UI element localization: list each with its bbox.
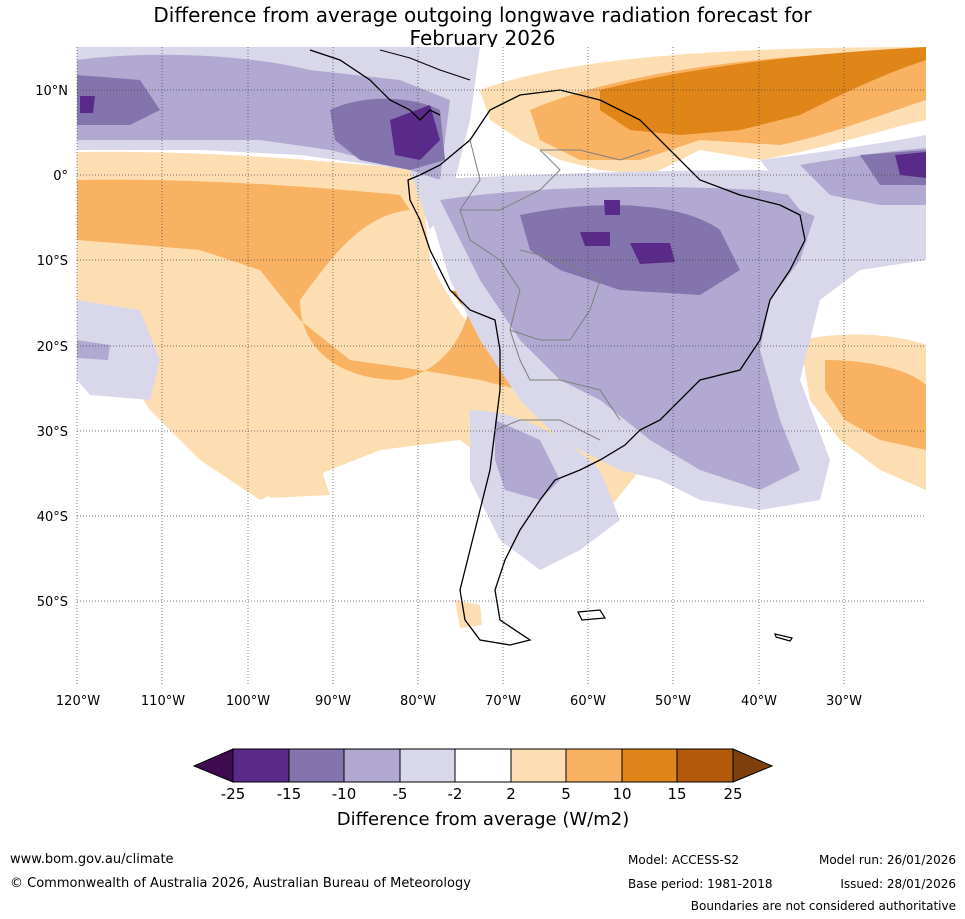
colorbar-extend-low xyxy=(192,748,234,783)
anomaly-neg-amazon-core1 xyxy=(580,232,610,246)
longitude-labels: 120°W 110°W 100°W 90°W 80°W 70°W 60°W 50… xyxy=(56,694,862,709)
chart-title: Difference from average outgoing longwav… xyxy=(0,4,965,50)
anomaly-pos-pacific-mid xyxy=(77,179,600,430)
colorbar-tick: -5 xyxy=(393,785,408,803)
disclaimer-text: Boundaries are not considered authoritat… xyxy=(690,899,956,913)
lon-label: 70°W xyxy=(485,694,521,709)
lon-label: 40°W xyxy=(741,694,777,709)
anomaly-field xyxy=(77,47,926,684)
colorbar-bin xyxy=(232,748,290,783)
anomaly-neg-amazon-core2 xyxy=(630,243,675,264)
colorbar-extend-high xyxy=(732,748,774,783)
anomaly-neg-camerica-core xyxy=(390,105,440,160)
country-borders xyxy=(459,139,651,441)
title-line-1: Difference from average outgoing longwav… xyxy=(153,3,812,27)
colorbar-tick: 10 xyxy=(612,785,631,803)
colorbar-title: Difference from average (W/m2) xyxy=(337,809,629,830)
anomaly-neg-argentina-mid xyxy=(495,420,560,500)
latitude-labels: 10°N 0° 10°S 20°S 30°S 40°S 50°S xyxy=(35,84,68,610)
anomaly-neg-epacific-mid xyxy=(77,340,110,360)
anomaly-neg-eq-atlantic-core xyxy=(895,152,926,178)
colorbar-tick: 25 xyxy=(723,785,742,803)
lat-label: 10°S xyxy=(37,254,68,269)
colorbar-bin xyxy=(510,748,567,783)
lon-label: 110°W xyxy=(141,694,185,709)
colorbar-tick: 5 xyxy=(561,785,571,803)
lon-label: 90°W xyxy=(315,694,351,709)
lat-label: 0° xyxy=(53,169,68,184)
coastline-south-america xyxy=(407,89,806,646)
colorbar-bin xyxy=(621,748,678,783)
anomaly-neg-epacific xyxy=(77,300,160,400)
colorbar-bin xyxy=(288,748,345,783)
issued-text: Issued: 28/01/2026 xyxy=(840,877,956,891)
copyright-text: © Commonwealth of Australia 2026, Austra… xyxy=(10,876,471,891)
lon-label: 30°W xyxy=(826,694,862,709)
colorbar-tick: -25 xyxy=(221,785,246,803)
anomaly-pos-satlantic-mid xyxy=(825,360,926,450)
anomaly-pos-patagonia xyxy=(455,600,482,628)
anomaly-neg-pacific-core xyxy=(80,96,95,113)
coastline-falklands xyxy=(577,609,607,621)
colorbar-tick: 15 xyxy=(667,785,686,803)
anomaly-neg-amazon-strong xyxy=(520,205,740,295)
anomaly-neg-amazon-core3 xyxy=(604,200,620,215)
colorbar-bin xyxy=(343,748,401,783)
coastline-central-america xyxy=(309,49,441,121)
anomaly-neg-pacific-west xyxy=(77,75,160,125)
website-link[interactable]: www.bom.gov.au/climate xyxy=(10,852,174,867)
gridlines xyxy=(76,47,926,684)
lat-label: 50°S xyxy=(37,595,68,610)
colorbar-tick: -10 xyxy=(332,785,357,803)
lat-label: 10°N xyxy=(35,84,68,99)
coastline-south-georgia xyxy=(774,633,793,642)
colorbar-bin xyxy=(676,748,734,783)
base-period-text: Base period: 1981-2018 xyxy=(628,877,773,891)
model-text: Model: ACCESS-S2 xyxy=(628,853,740,867)
lat-label: 20°S xyxy=(37,340,68,355)
lat-label: 40°S xyxy=(37,510,68,525)
title-line-2: February 2026 xyxy=(409,26,556,50)
anomaly-pos-atlantic-strong xyxy=(600,47,926,135)
coastline-caribbean xyxy=(379,49,471,81)
lon-label: 50°W xyxy=(655,694,691,709)
lat-label: 30°S xyxy=(37,425,68,440)
anomaly-pos-spacific-patch xyxy=(265,465,330,498)
lon-label: 100°W xyxy=(226,694,270,709)
colorbar-bin xyxy=(399,748,456,783)
lon-label: 120°W xyxy=(56,694,100,709)
colorbar-bin xyxy=(565,748,623,783)
colorbar-tick-labels: -25 -15 -10 -5 -2 2 5 10 15 25 xyxy=(221,785,743,803)
colorbar-tick: -2 xyxy=(448,785,463,803)
model-run-text: Model run: 26/01/2026 xyxy=(818,853,956,867)
lon-label: 60°W xyxy=(570,694,606,709)
colorbar xyxy=(192,748,774,783)
colorbar-tick: -15 xyxy=(277,785,302,803)
colorbar-bin xyxy=(454,748,512,783)
lon-label: 80°W xyxy=(400,694,436,709)
colorbar-tick: 2 xyxy=(506,785,516,803)
